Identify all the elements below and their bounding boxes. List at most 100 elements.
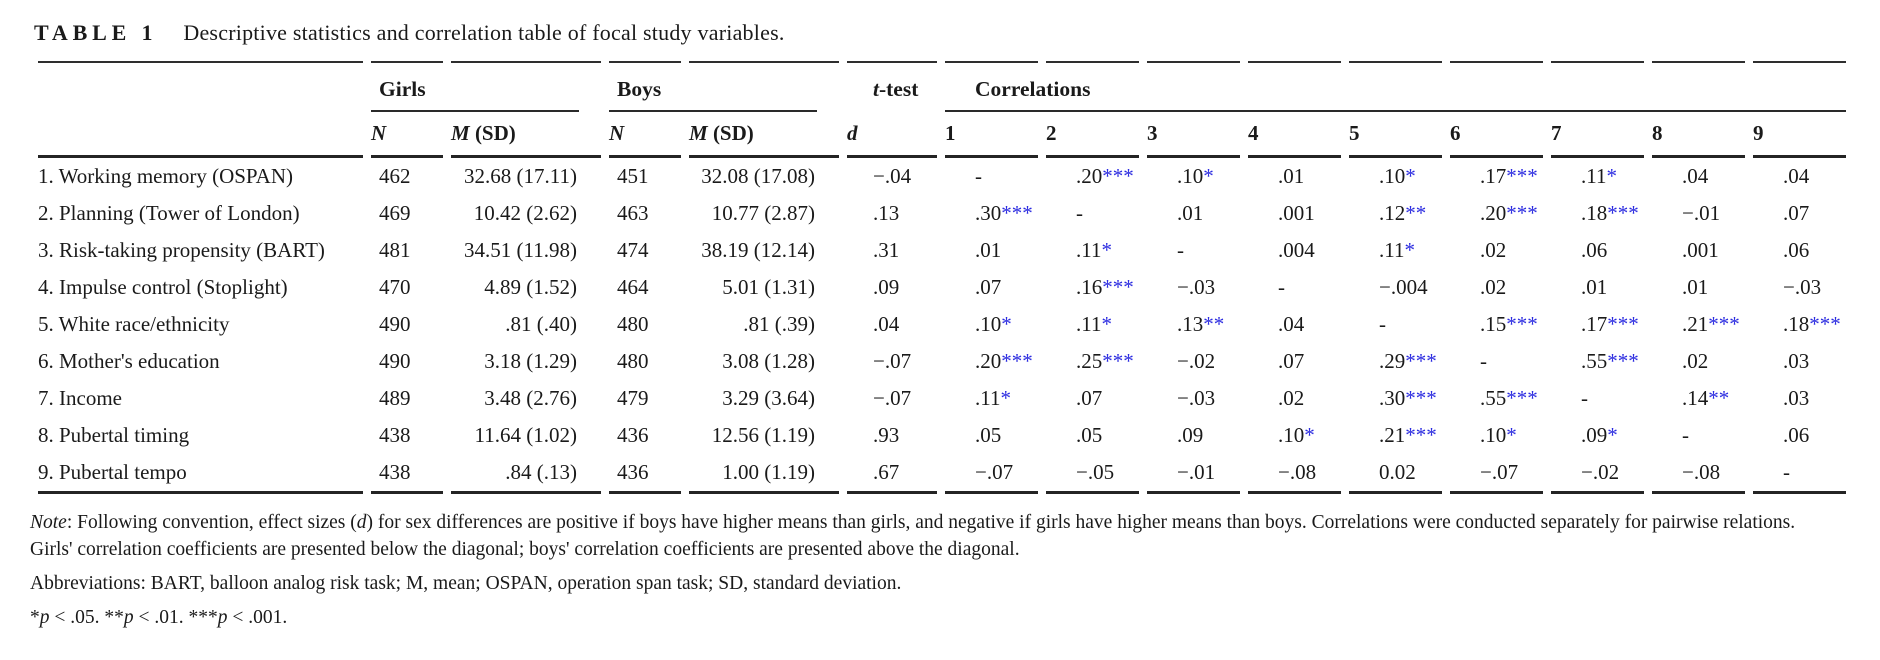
cohens-d-value: .93 xyxy=(873,423,900,447)
significance-stars: *** xyxy=(1405,349,1437,373)
correlation-value: .07 xyxy=(1278,349,1305,373)
correlation-value: 0.02 xyxy=(1349,454,1442,494)
boys-n-value: 436 xyxy=(609,454,681,494)
table-row: 2. Planning (Tower of London) 469 10.42 … xyxy=(38,195,1846,232)
girls-n-value: 489 xyxy=(379,386,411,410)
table-body: 1. Working memory (OSPAN) 462 32.68 (17.… xyxy=(38,158,1846,494)
correlation-value: - xyxy=(1480,349,1487,373)
boys-mean-sd-value: 10.77 (2.87) xyxy=(711,201,815,225)
significance-stars: * xyxy=(1001,312,1012,336)
correlation-value: .07 xyxy=(1783,201,1810,225)
correlation-value: .001 xyxy=(1682,238,1719,262)
significance-stars: *** xyxy=(1607,201,1639,225)
correlation-value: .01 xyxy=(975,238,1002,262)
significance-stars: *** xyxy=(1506,201,1538,225)
correlation-value: - xyxy=(975,164,982,188)
significance-stars: *** xyxy=(1506,386,1538,410)
correlation-value: .10* xyxy=(1278,423,1315,447)
correlation-value: .07 xyxy=(975,275,1002,299)
correlation-value: .09* xyxy=(1581,423,1618,447)
significance-note: *p < .05. **p < .01. ***p < .001. xyxy=(30,607,288,628)
correlation-value: .01 xyxy=(1177,201,1204,225)
correlation-value: .09 xyxy=(1177,423,1204,447)
correlation-value: −.07 xyxy=(945,454,1038,494)
boys-msd-header: M (SD) xyxy=(689,112,839,158)
correlation-value: .30*** xyxy=(1379,386,1437,410)
correlation-value: −.03 xyxy=(1783,275,1822,299)
correlation-value: .11* xyxy=(1076,312,1112,336)
correlation-value: .04 xyxy=(1682,164,1709,188)
corr-col-header-2: 2 xyxy=(1046,112,1139,158)
variable-label: 6. Mother's education xyxy=(38,349,220,373)
variable-label: 8. Pubertal timing xyxy=(38,423,190,447)
correlation-value: - xyxy=(1278,275,1285,299)
boys-mean-sd-value: 5.01 (1.31) xyxy=(722,275,815,299)
boys-mean-sd-value: 1.00 (1.19) xyxy=(689,454,839,494)
significance-stars: * xyxy=(1607,423,1618,447)
variable-label: 1. Working memory (OSPAN) xyxy=(38,164,293,188)
correlation-value: - xyxy=(1753,454,1846,494)
correlation-value: .20*** xyxy=(1480,201,1538,225)
boys-n-value: 463 xyxy=(617,201,649,225)
girls-n-value: 438 xyxy=(379,423,411,447)
boys-mean-sd-value: 38.19 (12.14) xyxy=(701,238,815,262)
correlation-value: .21*** xyxy=(1682,312,1740,336)
table-number-label: TABLE 1 xyxy=(34,20,158,45)
cohens-d-value: .67 xyxy=(847,454,937,494)
correlation-value: .001 xyxy=(1278,201,1315,225)
table-row: 9. Pubertal tempo 438 .84 (.13) 436 1.00… xyxy=(38,454,1846,494)
subheader-row: N M (SD) N M (SD) d 1 2 3 4 5 6 7 8 9 xyxy=(38,112,1846,158)
significance-stars: *** xyxy=(1405,386,1437,410)
cohens-d-header: d xyxy=(847,112,937,158)
correlation-value: .11* xyxy=(1076,238,1112,262)
correlation-value: .15*** xyxy=(1480,312,1538,336)
corr-col-header-8: 8 xyxy=(1652,112,1745,158)
significance-stars: ** xyxy=(1708,386,1730,410)
correlation-value: .14** xyxy=(1682,386,1730,410)
correlation-value: .03 xyxy=(1783,386,1810,410)
correlation-value: −.08 xyxy=(1248,454,1341,494)
corr-col-header-6: 6 xyxy=(1450,112,1543,158)
girls-group-header: Girls xyxy=(371,63,601,112)
correlation-value: .18*** xyxy=(1783,312,1841,336)
significance-stars: * xyxy=(1606,164,1617,188)
correlation-value: .10* xyxy=(975,312,1012,336)
girls-n-value: 490 xyxy=(379,312,411,336)
boys-n-value: 480 xyxy=(617,312,649,336)
correlation-value: −.01 xyxy=(1682,201,1721,225)
correlation-value: −.004 xyxy=(1379,275,1428,299)
ttest-group-label: t-test xyxy=(873,77,919,101)
correlation-value: −.05 xyxy=(1046,454,1139,494)
correlation-value: .01 xyxy=(1581,275,1608,299)
girls-mean-sd-value: 10.42 (2.62) xyxy=(473,201,577,225)
table-caption-text: Descriptive statistics and correlation t… xyxy=(183,20,785,45)
correlation-value: .18*** xyxy=(1581,201,1639,225)
general-note: Note: Following convention, effect sizes… xyxy=(30,512,1796,560)
girls-msd-header: M (SD) xyxy=(451,112,601,158)
correlation-value: −.07 xyxy=(1450,454,1543,494)
table-row: 7. Income 489 3.48 (2.76) 479 3.29 (3.64… xyxy=(38,380,1846,417)
correlation-value: .16*** xyxy=(1076,275,1134,299)
correlation-value: .55*** xyxy=(1581,349,1639,373)
girls-mean-sd-value: .81 (.40) xyxy=(505,312,577,336)
ttest-group-header: t-test xyxy=(847,63,937,112)
correlation-value: −.02 xyxy=(1177,349,1216,373)
boys-n-value: 436 xyxy=(617,423,649,447)
girls-n-value: 469 xyxy=(379,201,411,225)
correlation-value: .30*** xyxy=(975,201,1033,225)
significance-stars: * xyxy=(1506,423,1517,447)
significance-stars: *** xyxy=(1607,312,1639,336)
significance-stars: * xyxy=(1101,312,1112,336)
correlation-value: .02 xyxy=(1278,386,1305,410)
correlation-value: .55*** xyxy=(1480,386,1538,410)
correlation-value: .13** xyxy=(1177,312,1225,336)
correlation-value: .06 xyxy=(1783,423,1810,447)
correlation-value: - xyxy=(1682,423,1689,447)
boys-mean-sd-value: 3.08 (1.28) xyxy=(722,349,815,373)
correlation-value: .10* xyxy=(1177,164,1214,188)
cohens-d-value: .13 xyxy=(873,201,900,225)
correlation-value: .07 xyxy=(1076,386,1103,410)
correlation-value: .21*** xyxy=(1379,423,1437,447)
correlation-value: .01 xyxy=(1278,164,1305,188)
corr-col-header-7: 7 xyxy=(1551,112,1644,158)
